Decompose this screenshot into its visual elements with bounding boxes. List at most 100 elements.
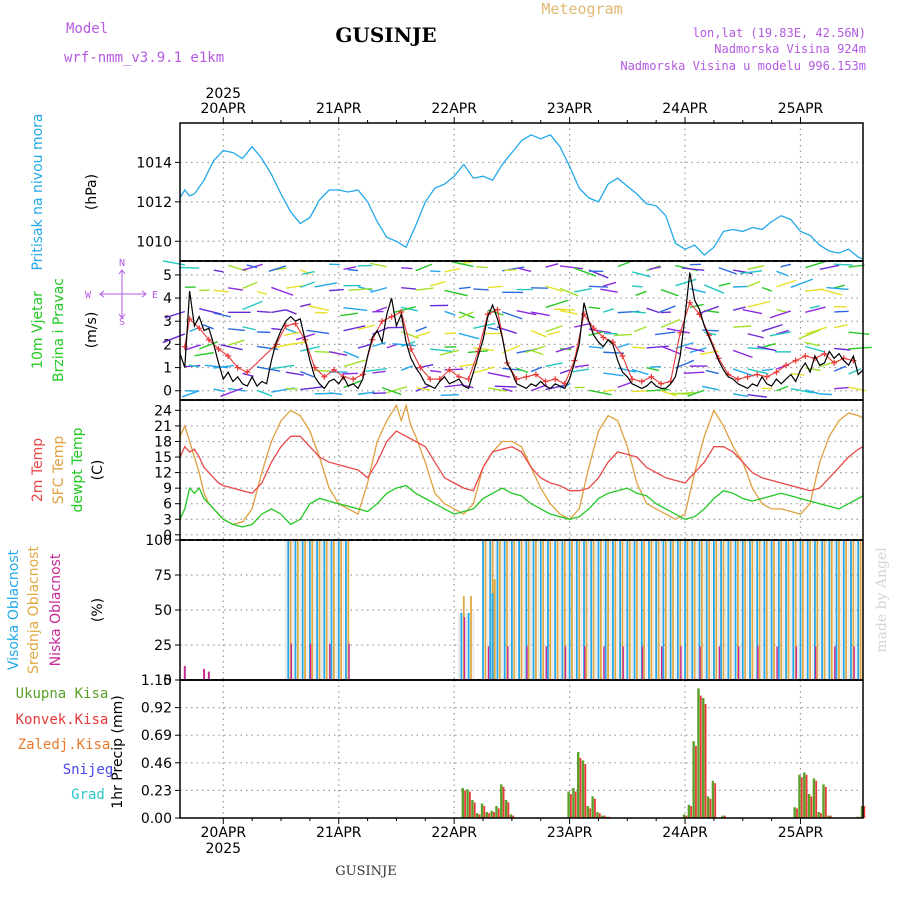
wind-arrow xyxy=(487,326,499,331)
wind-arrow xyxy=(256,389,273,397)
y-tick-label: 4 xyxy=(163,291,172,307)
wind-arrow xyxy=(162,260,185,266)
convective-bar xyxy=(829,815,832,818)
wind-arrow xyxy=(747,265,765,270)
convective-bar xyxy=(584,764,587,818)
wind-arrow xyxy=(632,346,646,349)
wind-arrow xyxy=(702,329,719,332)
gust-marker xyxy=(379,318,386,325)
wind-arrow xyxy=(256,290,268,295)
wind-arrow xyxy=(372,341,386,348)
wind-arrow xyxy=(574,364,589,368)
precip-bar xyxy=(495,806,498,818)
wind-arrow xyxy=(370,262,387,268)
wind-arrow xyxy=(444,289,468,297)
wind-arrow xyxy=(769,310,792,319)
wind-arrow xyxy=(660,318,681,328)
convective-bar xyxy=(796,808,798,818)
y-tick-label: 1010 xyxy=(136,234,172,250)
wind-arrow xyxy=(545,325,563,333)
gust-marker xyxy=(181,343,188,350)
wind-arrow xyxy=(343,359,366,368)
wind-arrow xyxy=(718,282,731,287)
wind-arrow xyxy=(375,306,388,312)
temp-axis-unit: (C) xyxy=(90,460,106,481)
wind-arrow xyxy=(227,287,243,291)
elevation-label: Nadmorska Visina 924m xyxy=(714,42,866,56)
precip-bar xyxy=(461,788,464,818)
wind-arrow xyxy=(300,303,311,308)
wind-arrow xyxy=(559,309,578,315)
precip-bar xyxy=(687,804,691,818)
wind-arrow xyxy=(833,324,848,329)
wind-arrow xyxy=(809,305,820,309)
day-label-bottom: 25APR xyxy=(778,825,824,841)
day-label-bottom: 21APR xyxy=(316,825,362,841)
convective-bar xyxy=(695,746,697,818)
precip-bar xyxy=(682,814,686,818)
wind-arrow xyxy=(681,267,705,271)
wind-arrow xyxy=(670,392,690,395)
wind-arrow xyxy=(430,348,453,353)
gust-marker xyxy=(648,373,655,380)
y-tick-label: 25 xyxy=(154,638,172,654)
precip-bar xyxy=(471,800,474,818)
wind-arrow xyxy=(439,349,460,356)
wind-arrow xyxy=(444,384,461,388)
convective-bar xyxy=(497,808,500,818)
wind-arrow xyxy=(848,331,870,336)
wind-arrow xyxy=(440,393,459,396)
gust-marker xyxy=(821,350,828,357)
t2m-line xyxy=(179,430,864,495)
day-label-bottom: 22APR xyxy=(431,825,477,841)
wind-arrow xyxy=(271,309,287,314)
wind-arrow xyxy=(733,325,752,328)
gust-marker xyxy=(532,371,539,378)
convective-bar xyxy=(512,815,515,818)
wind-arrow xyxy=(517,267,532,273)
pressure-axis-unit: (hPa) xyxy=(84,174,100,210)
convective-bar xyxy=(820,813,822,818)
clouds-panel: 0 25 50 75 100 xyxy=(145,533,864,689)
panel-frame xyxy=(179,122,864,262)
gust-marker xyxy=(542,378,549,385)
wind-arrow xyxy=(458,332,480,340)
wind-arrow xyxy=(242,281,258,289)
wind-arrow xyxy=(659,305,676,313)
compass-n: N xyxy=(119,258,125,269)
wind-arrow xyxy=(660,289,679,297)
gust-marker xyxy=(350,376,357,383)
gust-marker xyxy=(783,362,790,369)
wind-arrow xyxy=(805,260,826,269)
wind-arrow xyxy=(574,322,592,328)
model-label: Model xyxy=(66,21,108,37)
wind-arrow xyxy=(188,364,200,368)
wind-arrow xyxy=(415,263,433,272)
precip-bar xyxy=(476,813,479,818)
wind-arrow xyxy=(834,310,849,313)
gust-marker xyxy=(465,376,472,383)
wind-arrow xyxy=(834,347,851,351)
wind-arrow xyxy=(632,311,646,314)
convective-bar xyxy=(594,798,596,818)
wind-arrow xyxy=(733,285,748,288)
wind-arrow xyxy=(458,362,479,368)
wind-arrow xyxy=(776,329,789,335)
wind-arrow xyxy=(401,267,413,270)
wind-arrow xyxy=(194,351,214,357)
wind-arrow xyxy=(776,308,788,313)
wind-arrow xyxy=(704,284,725,294)
wind-arrow xyxy=(162,333,186,344)
gust-marker xyxy=(321,373,328,380)
y-tick-label: 24 xyxy=(154,403,172,419)
wind-arrow xyxy=(588,328,612,334)
precip-bar xyxy=(711,780,715,818)
convective-bar xyxy=(714,783,717,818)
wind-arrow xyxy=(343,266,357,271)
wind-arrow xyxy=(415,326,428,332)
wind-arrow xyxy=(588,389,612,396)
wind-arrow xyxy=(631,368,649,376)
wind-arrow xyxy=(646,307,660,314)
cloud-axis-title3: Niska Oblacnost xyxy=(48,553,64,666)
